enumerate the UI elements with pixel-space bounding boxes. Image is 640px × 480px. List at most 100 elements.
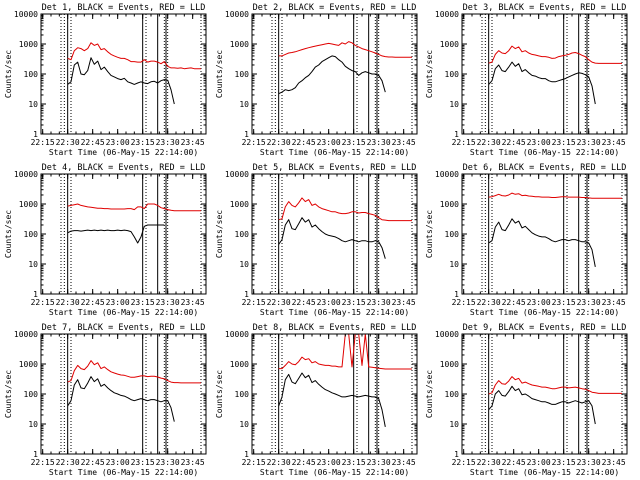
y-tick-label: 100 — [24, 70, 39, 79]
x-tick-label: 23:00 — [317, 458, 341, 467]
y-axis-label: Counts/sec — [425, 210, 434, 258]
y-tick-label: 10000 — [225, 170, 249, 179]
x-tick-label: 23:30 — [577, 138, 601, 147]
y-tick-label: 10000 — [14, 10, 38, 19]
y-tick-label: 10000 — [435, 10, 459, 19]
x-tick-label: 23:15 — [342, 458, 366, 467]
panel-det-5: 1 10 100 1000 10000 22:15 22:30 22:45 23:00 23:15… — [215, 163, 418, 317]
y-tick-label: 1000 — [230, 360, 249, 369]
y-tick-label: 10000 — [225, 330, 249, 339]
x-tick-label: 22:15 — [31, 298, 55, 307]
series-lld-line — [67, 360, 201, 384]
x-tick-label: 22:45 — [292, 458, 316, 467]
y-tick-label: 1 — [33, 290, 38, 299]
series-lld-line — [67, 42, 201, 70]
x-tick-label: 23:30 — [156, 138, 180, 147]
y-tick-label: 100 — [445, 230, 460, 239]
x-tick-label: 22:15 — [242, 298, 266, 307]
series-events-line — [67, 376, 175, 422]
x-tick-label: 22:30 — [477, 298, 501, 307]
x-tick-label: 22:30 — [477, 138, 501, 147]
panel-det-4: 1 10 100 1000 10000 22:15 22:30 22:45 23:00 23:15… — [4, 163, 207, 317]
y-axis-label: Counts/sec — [4, 210, 13, 258]
panel-det-6: 1 10 100 1000 10000 22:15 22:30 22:45 23:00 23:15… — [425, 163, 628, 317]
y-axis-label: Counts/sec — [425, 50, 434, 98]
series-lld-line — [488, 376, 622, 395]
series-events-line — [278, 55, 386, 95]
x-tick-label: 22:45 — [81, 458, 105, 467]
x-tick-label: 22:30 — [56, 298, 80, 307]
y-tick-label: 10 — [28, 100, 38, 109]
x-tick-label: 22:15 — [452, 298, 476, 307]
y-tick-label: 10 — [28, 420, 38, 429]
x-tick-label: 23:45 — [392, 298, 416, 307]
y-tick-label: 1 — [33, 450, 38, 459]
series-lld-line — [488, 45, 622, 64]
x-tick-label: 23:45 — [181, 458, 205, 467]
panel-det-2: 1 10 100 1000 10000 22:15 22:30 22:45 23:00 23:15… — [215, 3, 418, 157]
panel-det-9: 1 10 100 1000 10000 22:15 22:30 22:45 23:00 23:15… — [425, 323, 628, 477]
y-tick-label: 100 — [235, 230, 250, 239]
series-lld-line — [67, 203, 201, 212]
y-tick-label: 100 — [24, 390, 39, 399]
y-tick-label: 100 — [235, 390, 250, 399]
x-tick-label: 22:15 — [31, 138, 55, 147]
panel-title: Det 7, BLACK = Events, RED = LLD — [42, 323, 206, 333]
x-tick-label: 23:45 — [602, 138, 626, 147]
x-tick-label: 23:00 — [527, 138, 551, 147]
series-lld-line — [278, 41, 412, 58]
x-tick-label: 23:45 — [602, 458, 626, 467]
x-tick-label: 23:00 — [527, 298, 551, 307]
y-tick-label: 100 — [445, 70, 460, 79]
x-tick-label: 22:30 — [56, 458, 80, 467]
y-tick-label: 1 — [454, 290, 459, 299]
y-tick-label: 1000 — [440, 40, 459, 49]
x-tick-label: 23:00 — [317, 298, 341, 307]
y-tick-label: 1 — [244, 290, 249, 299]
x-tick-label: 23:30 — [367, 458, 391, 467]
x-axis-label: Start Time (06-May-15 22:14:00) — [470, 148, 619, 157]
plot-frame — [461, 13, 628, 135]
x-axis-label: Start Time (06-May-15 22:14:00) — [470, 308, 619, 317]
x-tick-label: 22:15 — [242, 138, 266, 147]
plot-frame — [40, 173, 207, 295]
y-axis-label: Counts/sec — [425, 370, 434, 418]
y-tick-label: 10 — [239, 260, 249, 269]
x-tick-label: 23:00 — [527, 458, 551, 467]
x-tick-label: 23:15 — [552, 138, 576, 147]
y-tick-label: 10000 — [225, 10, 249, 19]
y-tick-label: 100 — [445, 390, 460, 399]
x-tick-label: 22:45 — [292, 138, 316, 147]
panel-title: Det 9, BLACK = Events, RED = LLD — [463, 323, 627, 333]
y-axis-label: Counts/sec — [215, 210, 224, 258]
y-axis-label: Counts/sec — [4, 50, 13, 98]
y-axis-label: Counts/sec — [215, 370, 224, 418]
x-tick-label: 23:45 — [392, 458, 416, 467]
x-tick-label: 23:30 — [367, 298, 391, 307]
x-tick-label: 23:45 — [602, 298, 626, 307]
y-tick-label: 1 — [454, 130, 459, 139]
x-axis-label: Start Time (06-May-15 22:14:00) — [49, 148, 198, 157]
y-tick-label: 10000 — [435, 330, 459, 339]
x-axis-label: Start Time (06-May-15 22:14:00) — [49, 468, 198, 477]
x-tick-label: 22:15 — [452, 458, 476, 467]
y-tick-label: 1000 — [19, 360, 38, 369]
x-tick-label: 23:30 — [577, 298, 601, 307]
panel-det-1: 1 10 100 1000 10000 22:15 22:30 22:45 23:00 23:15… — [4, 3, 207, 157]
plot-frame — [40, 333, 207, 455]
x-tick-label: 23:00 — [106, 138, 130, 147]
x-axis-label: Start Time (06-May-15 22:14:00) — [49, 308, 198, 317]
y-tick-label: 1 — [244, 130, 249, 139]
panel-det-3: 1 10 100 1000 10000 22:15 22:30 22:45 23:00 23:15… — [425, 3, 628, 157]
x-tick-label: 23:15 — [131, 458, 155, 467]
series-events-line — [67, 57, 175, 105]
y-tick-label: 1 — [244, 450, 249, 459]
series-lld-line — [278, 197, 412, 222]
panel-title: Det 8, BLACK = Events, RED = LLD — [253, 323, 417, 333]
x-tick-label: 22:45 — [81, 298, 105, 307]
panel-det-7: 1 10 100 1000 10000 22:15 22:30 22:45 23:00 23:15… — [4, 323, 207, 477]
y-tick-label: 10 — [449, 260, 459, 269]
panel-title: Det 2, BLACK = Events, RED = LLD — [253, 3, 417, 13]
x-tick-label: 22:15 — [31, 458, 55, 467]
